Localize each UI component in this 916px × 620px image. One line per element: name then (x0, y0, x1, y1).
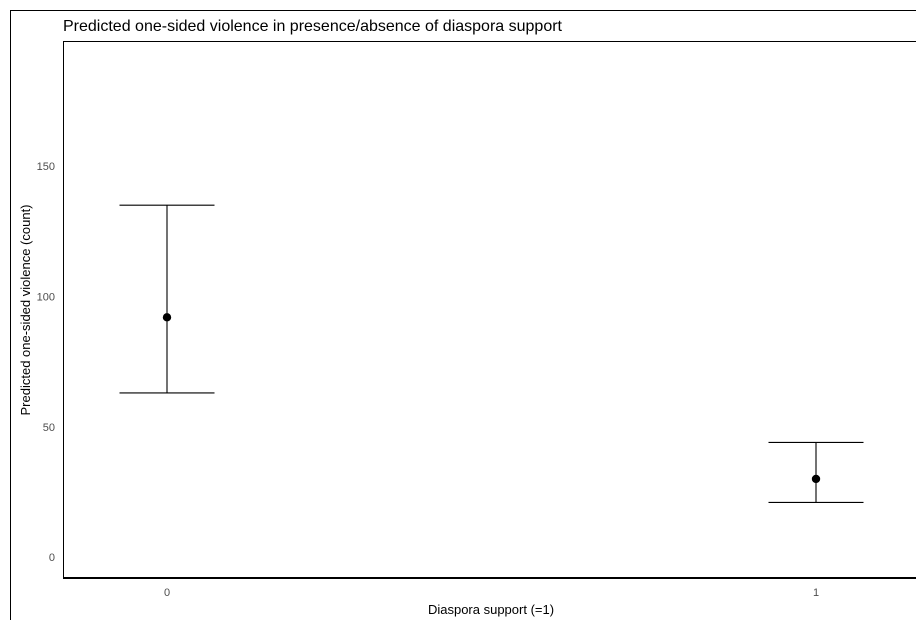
y-tick-label-150: 150 (37, 161, 55, 173)
y-axis-label: Predicted one-sided violence (count) (18, 204, 33, 415)
y-tick-label-0: 0 (49, 552, 55, 564)
point-estimate-0 (162, 313, 172, 322)
point-estimate-1 (811, 474, 821, 484)
y-tick-label-100: 100 (37, 291, 55, 303)
x-tick-label-0: 0 (164, 587, 170, 599)
y-tick-label-50: 50 (43, 422, 55, 434)
y-axis-ticks: 0 50 100 150 (37, 161, 55, 564)
x-tick-label-1: 1 (813, 587, 819, 599)
error-bars (119, 204, 864, 503)
chart-title: Predicted one-sided violence in presence… (63, 18, 563, 35)
x-axis-label: Diaspora support (=1) (428, 602, 554, 617)
